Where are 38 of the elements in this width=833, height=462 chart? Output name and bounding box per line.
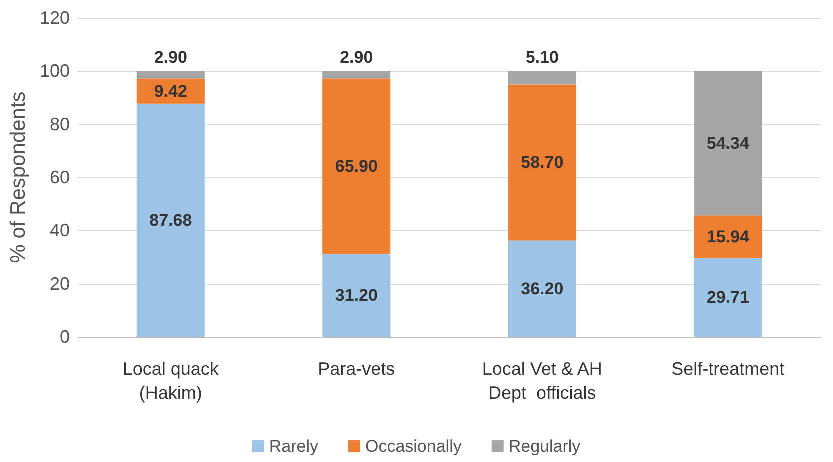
legend-label: Regularly bbox=[508, 437, 582, 456]
y-axis-title: % of Respondents bbox=[7, 92, 30, 264]
legend-label: Rarely bbox=[269, 437, 319, 456]
data-label: 31.20 bbox=[335, 286, 378, 306]
y-tick-label: 60 bbox=[50, 168, 70, 188]
x-tick-label: Local Vet & AH Dept officials bbox=[482, 359, 602, 403]
bar bbox=[136, 104, 205, 337]
bar bbox=[136, 71, 205, 79]
data-label: 15.94 bbox=[706, 227, 750, 246]
data-label: 65.90 bbox=[335, 156, 378, 176]
y-tick-label: 100 bbox=[40, 61, 70, 82]
data-label: 2.90 bbox=[340, 48, 374, 68]
data-label: 2.90 bbox=[154, 48, 188, 68]
data-label: 5.10 bbox=[526, 48, 559, 68]
data-label: 36.20 bbox=[521, 279, 564, 298]
bar bbox=[508, 240, 576, 337]
bar bbox=[322, 78, 391, 254]
bar bbox=[322, 254, 391, 337]
x-tick-label: Local quack (Hakim) bbox=[122, 359, 220, 403]
bar bbox=[508, 84, 576, 241]
bar bbox=[508, 71, 576, 85]
y-tick-label: 20 bbox=[50, 274, 70, 294]
bar bbox=[694, 71, 762, 216]
data-label: 87.68 bbox=[150, 210, 192, 230]
y-tick-label: 40 bbox=[50, 220, 70, 241]
y-tick-label: 80 bbox=[50, 114, 70, 134]
bar bbox=[322, 71, 391, 79]
y-tick-label: 120 bbox=[40, 8, 70, 28]
data-label: 54.34 bbox=[706, 134, 750, 153]
y-tick-label: 0 bbox=[60, 327, 70, 347]
legend-label: Occasionally bbox=[365, 437, 462, 456]
x-tick-label: Para-vets bbox=[318, 359, 396, 379]
bar bbox=[694, 216, 762, 258]
x-tick-label: Self-treatment bbox=[672, 359, 785, 379]
bar bbox=[694, 258, 762, 337]
data-label: 58.70 bbox=[521, 153, 564, 172]
data-label: 9.42 bbox=[154, 82, 188, 101]
data-label: 29.71 bbox=[706, 288, 750, 308]
